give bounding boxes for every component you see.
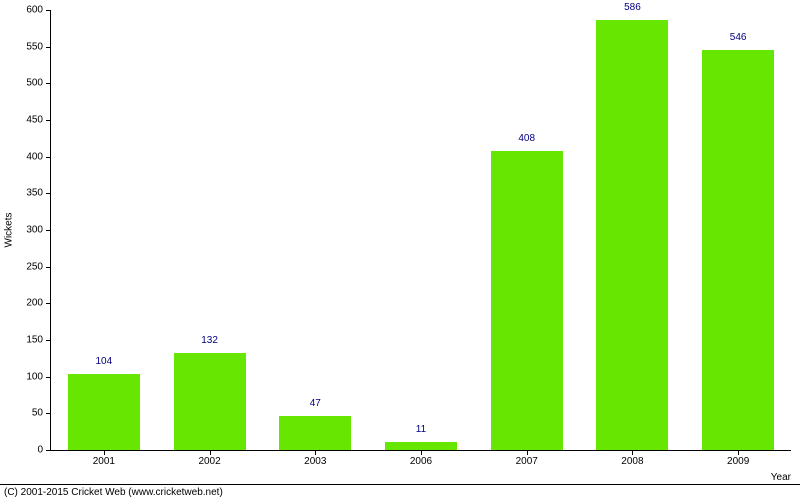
bar: [68, 374, 140, 450]
copyright-footer: (C) 2001-2015 Cricket Web (www.cricketwe…: [0, 484, 800, 500]
x-tick-label: 2006: [410, 456, 432, 467]
y-tick: [46, 47, 51, 48]
y-tick: [46, 193, 51, 194]
x-tick: [632, 450, 633, 455]
x-tick-label: 2009: [727, 456, 749, 467]
bar-value-label: 104: [96, 356, 113, 367]
bar-value-label: 408: [518, 133, 535, 144]
bar-value-label: 11: [416, 424, 426, 435]
x-tick: [315, 450, 316, 455]
y-tick-label: 450: [26, 115, 43, 126]
y-tick-label: 150: [26, 335, 43, 346]
x-tick: [104, 450, 105, 455]
y-tick-label: 100: [26, 371, 43, 382]
bar-value-label: 132: [201, 335, 218, 346]
y-tick: [46, 157, 51, 158]
bar-value-label: 546: [730, 32, 747, 43]
x-tick-label: 2002: [198, 456, 220, 467]
plot-area: Wickets Year 050100150200250300350400450…: [50, 10, 791, 451]
y-tick-label: 350: [26, 188, 43, 199]
y-tick: [46, 83, 51, 84]
y-tick: [46, 413, 51, 414]
y-tick-label: 0: [37, 445, 43, 456]
x-tick-label: 2003: [304, 456, 326, 467]
bar: [596, 20, 668, 450]
x-tick-label: 2001: [93, 456, 115, 467]
y-tick: [46, 377, 51, 378]
y-tick: [46, 340, 51, 341]
x-tick: [527, 450, 528, 455]
x-tick: [738, 450, 739, 455]
x-tick: [421, 450, 422, 455]
y-tick-label: 600: [26, 5, 43, 16]
y-tick-label: 300: [26, 225, 43, 236]
y-tick: [46, 230, 51, 231]
y-tick-label: 50: [32, 408, 43, 419]
y-tick: [46, 120, 51, 121]
x-tick-label: 2007: [516, 456, 538, 467]
bar-value-label: 586: [624, 2, 641, 13]
x-tick-label: 2008: [621, 456, 643, 467]
y-tick: [46, 267, 51, 268]
y-tick: [46, 10, 51, 11]
y-tick: [46, 303, 51, 304]
bar: [491, 151, 563, 450]
x-tick: [210, 450, 211, 455]
bar-value-label: 47: [310, 398, 321, 409]
y-axis-title: Wickets: [4, 213, 15, 248]
bar: [385, 442, 457, 450]
y-tick: [46, 450, 51, 451]
y-tick-label: 550: [26, 41, 43, 52]
y-tick-label: 200: [26, 298, 43, 309]
chart-container: Wickets Year 0 50 100 150 200 250 300 350 400 450…: [0, 0, 800, 500]
bar: [702, 50, 774, 450]
y-tick-label: 250: [26, 261, 43, 272]
x-axis-title: Year: [771, 472, 791, 483]
bar: [174, 353, 246, 450]
bar: [279, 416, 351, 450]
y-tick-label: 500: [26, 78, 43, 89]
y-tick-label: 400: [26, 151, 43, 162]
